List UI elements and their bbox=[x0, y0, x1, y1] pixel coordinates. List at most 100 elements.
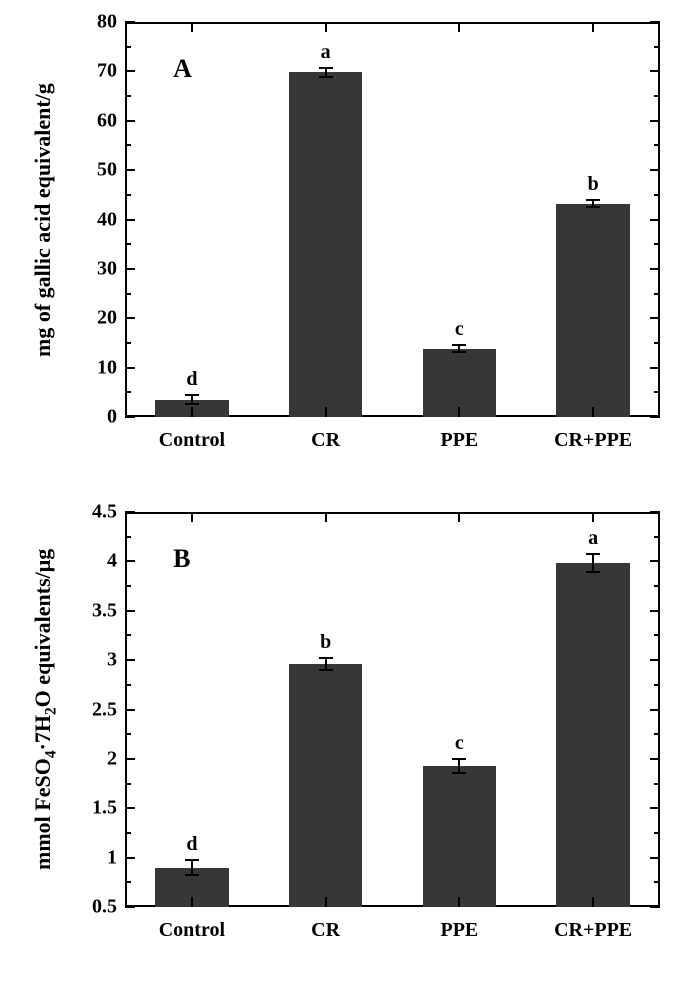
ytick-minor bbox=[125, 293, 131, 295]
ytick-minor bbox=[654, 144, 660, 146]
ytick-minor bbox=[654, 194, 660, 196]
ytick-major bbox=[125, 169, 135, 171]
bar-B-CR+PPE bbox=[556, 563, 630, 907]
ytick-label: 2.5 bbox=[67, 698, 117, 721]
ytick-major bbox=[125, 610, 135, 612]
ytick-major bbox=[650, 120, 660, 122]
panel-letter-B: B bbox=[173, 544, 190, 574]
figure-container: mg of gallic acid equivalent/gA010203040… bbox=[0, 0, 700, 981]
ytick-major bbox=[650, 906, 660, 908]
errorbar-cap bbox=[319, 67, 333, 69]
ytick-major bbox=[125, 560, 135, 562]
bar-B-PPE bbox=[423, 766, 497, 907]
xtick bbox=[325, 897, 327, 907]
ytick-major bbox=[650, 416, 660, 418]
y-axis-label-A: mg of gallic acid equivalent/g bbox=[30, 83, 56, 357]
ytick-major bbox=[125, 367, 135, 369]
ytick-label: 0.5 bbox=[67, 896, 117, 919]
xtick bbox=[191, 512, 193, 522]
ytick-label: 10 bbox=[67, 356, 117, 379]
ytick-minor bbox=[125, 634, 131, 636]
errorbar-cap bbox=[452, 344, 466, 346]
y-axis-label-B: mmol FeSO4·7H2O equivalents/μg bbox=[30, 549, 60, 870]
ytick-label: 20 bbox=[67, 307, 117, 330]
ytick-major bbox=[125, 511, 135, 513]
errorbar-stem bbox=[592, 554, 594, 572]
xtick bbox=[592, 22, 594, 32]
xtick bbox=[191, 897, 193, 907]
xtick-label: PPE bbox=[440, 429, 478, 452]
xtick bbox=[592, 512, 594, 522]
ytick-minor bbox=[125, 684, 131, 686]
xtick bbox=[191, 407, 193, 417]
ytick-major bbox=[650, 610, 660, 612]
xtick-label: Control bbox=[159, 919, 225, 942]
errorbar-cap bbox=[319, 669, 333, 671]
ytick-major bbox=[125, 70, 135, 72]
xtick bbox=[325, 512, 327, 522]
ytick-major bbox=[650, 857, 660, 859]
ytick-minor bbox=[125, 46, 131, 48]
xtick bbox=[325, 22, 327, 32]
errorbar-cap bbox=[452, 758, 466, 760]
ytick-minor bbox=[654, 832, 660, 834]
xtick-label: CR+PPE bbox=[554, 919, 632, 942]
significance-label: b bbox=[320, 631, 331, 654]
errorbar-stem bbox=[191, 860, 193, 876]
xtick bbox=[458, 512, 460, 522]
ytick-major bbox=[125, 659, 135, 661]
ytick-label: 4.5 bbox=[67, 501, 117, 524]
ytick-label: 2 bbox=[67, 747, 117, 770]
ytick-major bbox=[125, 709, 135, 711]
ytick-label: 3.5 bbox=[67, 599, 117, 622]
significance-label: c bbox=[455, 732, 464, 755]
ytick-major bbox=[125, 21, 135, 23]
ytick-minor bbox=[654, 243, 660, 245]
ytick-major bbox=[650, 709, 660, 711]
ytick-minor bbox=[125, 733, 131, 735]
ytick-minor bbox=[654, 46, 660, 48]
errorbar-cap bbox=[586, 206, 600, 208]
ytick-minor bbox=[125, 194, 131, 196]
bar-B-CR bbox=[289, 664, 363, 907]
bar-A-CR+PPE bbox=[556, 204, 630, 417]
xtick-label: CR bbox=[311, 919, 340, 942]
xtick-label: CR bbox=[311, 429, 340, 452]
ytick-label: 4 bbox=[67, 550, 117, 573]
ytick-major bbox=[650, 317, 660, 319]
ytick-minor bbox=[654, 293, 660, 295]
errorbar-stem bbox=[458, 759, 460, 773]
errorbar-cap bbox=[185, 874, 199, 876]
ytick-minor bbox=[654, 342, 660, 344]
ytick-major bbox=[650, 560, 660, 562]
ytick-major bbox=[125, 317, 135, 319]
ytick-label: 40 bbox=[67, 208, 117, 231]
bar-A-CR bbox=[289, 72, 363, 417]
ytick-label: 70 bbox=[67, 60, 117, 83]
ytick-minor bbox=[125, 536, 131, 538]
ytick-label: 1 bbox=[67, 846, 117, 869]
panel-letter-A: A bbox=[173, 54, 192, 84]
xtick bbox=[191, 22, 193, 32]
ytick-label: 0 bbox=[67, 406, 117, 429]
ytick-minor bbox=[125, 832, 131, 834]
ytick-label: 1.5 bbox=[67, 797, 117, 820]
ytick-minor bbox=[125, 391, 131, 393]
ytick-minor bbox=[654, 634, 660, 636]
ytick-major bbox=[650, 268, 660, 270]
significance-label: c bbox=[455, 318, 464, 341]
ytick-major bbox=[650, 169, 660, 171]
ytick-minor bbox=[654, 783, 660, 785]
xtick bbox=[458, 897, 460, 907]
errorbar-cap bbox=[452, 351, 466, 353]
xtick bbox=[592, 407, 594, 417]
errorbar-cap bbox=[586, 571, 600, 573]
xtick-label: Control bbox=[159, 429, 225, 452]
ytick-minor bbox=[125, 881, 131, 883]
ytick-major bbox=[650, 807, 660, 809]
ytick-major bbox=[650, 219, 660, 221]
ytick-major bbox=[125, 120, 135, 122]
ytick-major bbox=[650, 21, 660, 23]
ytick-label: 30 bbox=[67, 257, 117, 280]
ytick-minor bbox=[125, 95, 131, 97]
